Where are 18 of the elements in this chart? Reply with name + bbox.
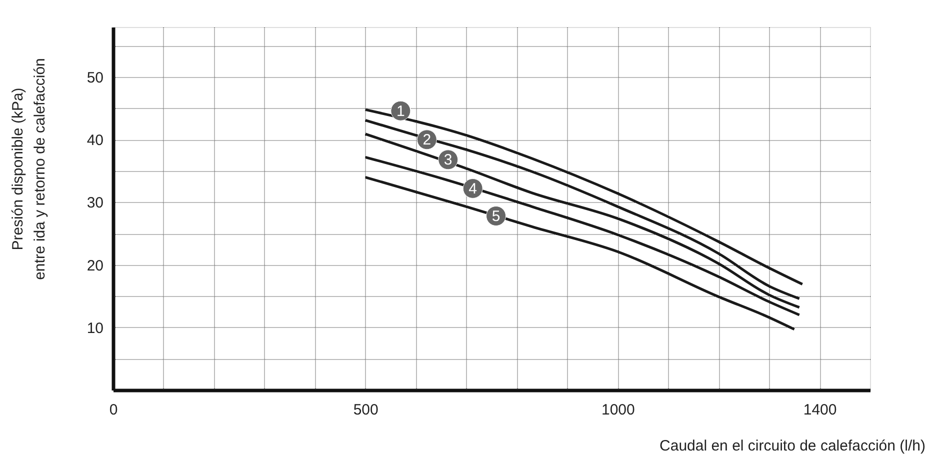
- line-series: [364, 156, 801, 316]
- x-tick-label: 500: [353, 402, 378, 418]
- x-tick-label: 1000: [601, 402, 635, 418]
- annotation: 5: [492, 208, 500, 226]
- y-tick-label: 20: [86, 257, 104, 274]
- annotation: 3: [444, 152, 452, 169]
- annotation: 2: [422, 132, 432, 149]
- x-tick-label: 1400: [803, 402, 837, 418]
- line-series: [364, 176, 796, 331]
- annotation: 4: [468, 180, 477, 198]
- x-tick-label: 0: [109, 402, 118, 418]
- y-tick-label: 10: [86, 320, 104, 337]
- annotation: 1: [396, 102, 405, 120]
- y-tick-label: 30: [86, 194, 104, 212]
- y-tick-label: 40: [86, 132, 104, 150]
- y-axis-title: Presión disponible (kPa) entre ida y retorno de calefacción: [10, 58, 48, 280]
- y-tick-label: 50: [86, 70, 104, 87]
- x-axis-title: Caudal en el circuito de calefacción (l/h): [660, 438, 926, 454]
